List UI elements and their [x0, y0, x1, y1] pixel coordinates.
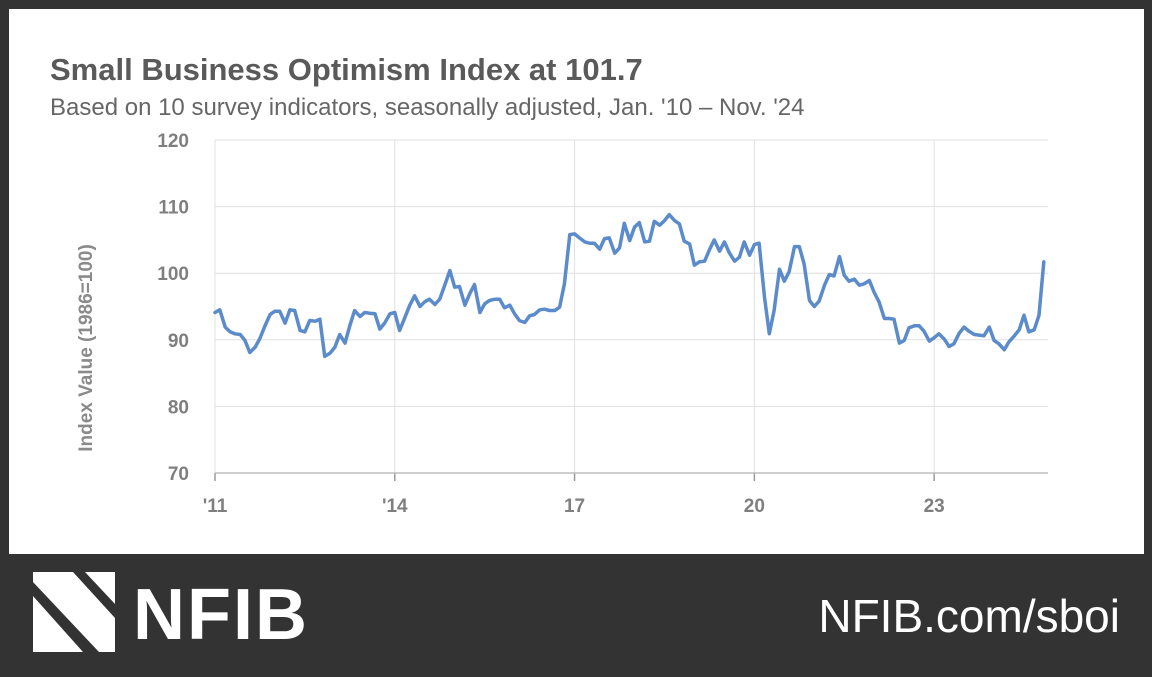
y-tick-label: 70 [168, 464, 189, 485]
y-tick-label: 110 [158, 198, 189, 219]
tick-labels: 70 80 90 100 110 120 '11 '14 17 20 23 [157, 131, 944, 517]
x-tick-label: 17 [564, 496, 585, 517]
nfib-brand-text: NFIB [133, 575, 309, 655]
x-tick-label: 20 [744, 496, 765, 517]
x-tick-label: 23 [924, 496, 945, 517]
line-chart: 70 80 90 100 110 120 '11 '14 17 20 23 Index Value … [76, 131, 1048, 517]
footer-url[interactable]: NFIB.com/sboi [818, 590, 1120, 642]
y-axis-label: Index Value (1986=100) [76, 244, 97, 452]
x-tick-label: '11 [203, 496, 228, 517]
x-tick-label: '14 [382, 496, 408, 517]
footer-bar: NFIB NFIB.com/sboi [0, 554, 1152, 677]
y-tick-label: 120 [157, 131, 189, 152]
y-tick-label: 80 [168, 397, 189, 418]
y-tick-label: 100 [157, 264, 189, 285]
chart-card: Small Business Optimism Index at 101.7 B… [9, 9, 1144, 554]
series-layer [213, 212, 1046, 359]
axes [214, 472, 1048, 481]
chart-subtitle: Based on 10 survey indicators, seasonall… [50, 94, 805, 121]
chart-title: Small Business Optimism Index at 101.7 [50, 52, 643, 87]
nfib-logo-icon [33, 572, 115, 652]
y-tick-label: 90 [168, 331, 189, 352]
grid-lines [214, 139, 1048, 473]
series-line-optimism-index [213, 212, 1046, 359]
